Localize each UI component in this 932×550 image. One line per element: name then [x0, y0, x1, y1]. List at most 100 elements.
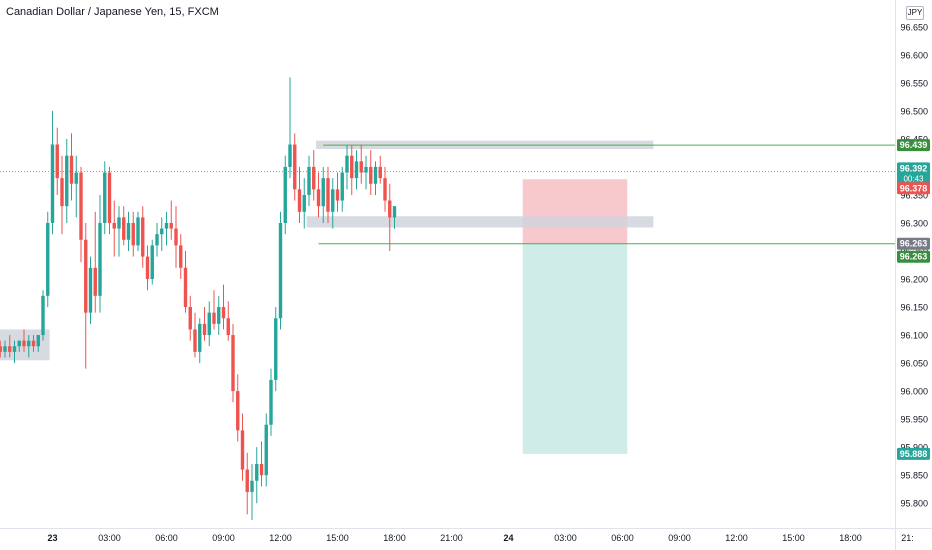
candle [117, 206, 121, 257]
candle [302, 178, 306, 229]
candle [250, 463, 254, 520]
candle [3, 340, 7, 358]
candle-body [164, 222, 169, 229]
candle [74, 155, 78, 218]
price-zone[interactable] [306, 216, 654, 228]
candle-body [117, 217, 121, 229]
plot-area[interactable] [0, 77, 895, 520]
candle-body [236, 391, 240, 431]
candle [46, 211, 50, 308]
candle [326, 166, 330, 223]
time-tick-label: 03:00 [554, 533, 577, 543]
candle [373, 161, 378, 195]
candle-body [226, 318, 230, 336]
candle-body [112, 222, 116, 229]
candle-body [0, 346, 2, 352]
candle [274, 307, 278, 392]
time-tick-label: 21: [901, 533, 914, 543]
price-badge [897, 447, 930, 460]
candle [84, 222, 88, 369]
candle-body [331, 189, 335, 212]
candle-body [345, 155, 349, 173]
candle [169, 200, 173, 240]
candle [88, 256, 93, 324]
candle-body [240, 430, 245, 470]
price-tick-label: 96.150 [900, 303, 928, 313]
price-badge [897, 250, 930, 263]
candle [145, 245, 150, 291]
time-tick-label: 09:00 [212, 533, 235, 543]
candle-body [126, 222, 131, 240]
candle-body [217, 307, 221, 324]
candle-body [31, 340, 36, 347]
candle [155, 222, 159, 257]
candle [383, 166, 387, 212]
candle [202, 307, 207, 341]
price-badge-label: 96.392 [900, 163, 928, 173]
candle [93, 211, 97, 313]
candle-body [302, 194, 306, 212]
price-badge [897, 139, 930, 152]
time-tick-label: 09:00 [668, 533, 691, 543]
candle-body [212, 312, 216, 324]
time-tick-label: 06:00 [155, 533, 178, 543]
candle-body [364, 166, 368, 173]
price-tick-label: 96.500 [900, 106, 928, 116]
time-tick-label: 03:00 [98, 533, 121, 543]
price-tick-label: 96.100 [900, 331, 928, 341]
price-tick-label: 95.850 [900, 471, 928, 481]
candle [354, 150, 359, 190]
candle [107, 166, 112, 235]
price-tick-label: 96.000 [900, 387, 928, 397]
candle-body [41, 295, 45, 336]
time-tick-label: 06:00 [611, 533, 634, 543]
candle [112, 200, 116, 257]
candle [240, 413, 245, 481]
time-tick-label: 24 [503, 533, 513, 543]
candle-body [369, 166, 373, 184]
currency-button[interactable]: JPY [906, 6, 924, 20]
time-axis[interactable]: 23 03:00 06:00 09:00 12:00 15:00 18:00 21:00 24 0… [0, 528, 932, 544]
candle [288, 77, 292, 179]
candle [331, 178, 335, 229]
candle [27, 335, 31, 358]
candle [245, 452, 249, 515]
candle-body [326, 178, 330, 212]
price-axis[interactable]: 96.65096.60096.55096.50096.45096.40096.3… [895, 0, 929, 550]
candle-body [107, 172, 112, 223]
candle-body [179, 245, 183, 268]
candle-body [245, 469, 249, 492]
stop-loss-zone[interactable] [522, 179, 628, 244]
time-tick-label: 21:00 [440, 533, 463, 543]
candle [0, 340, 2, 358]
candle [98, 194, 102, 313]
candle [22, 329, 26, 352]
price-tick-label: 96.650 [900, 22, 928, 32]
candle-body [198, 323, 202, 352]
candle [259, 441, 264, 487]
candle [350, 144, 354, 195]
candle [164, 211, 169, 246]
candle-body [17, 340, 21, 347]
candle-body [354, 161, 359, 179]
chart-title: Canadian Dollar / Japanese Yen, 15, FXCM [6, 6, 219, 18]
candle-body [283, 166, 287, 223]
candle-body [103, 172, 107, 223]
candle [316, 172, 321, 218]
price-tick-label: 96.550 [900, 78, 928, 88]
candle-body [79, 172, 83, 240]
candle-body [55, 144, 59, 179]
candle [378, 155, 382, 184]
candle-body [378, 166, 382, 179]
candle [226, 301, 230, 341]
price-tick-label: 96.200 [900, 275, 928, 285]
price-badge [897, 182, 930, 195]
candle-body [359, 161, 363, 173]
candle [217, 295, 221, 336]
candle [103, 161, 107, 235]
candle-body [174, 228, 178, 246]
time-tick-label: 18:00 [383, 533, 406, 543]
take-profit-zone[interactable] [522, 243, 628, 454]
candle [312, 150, 316, 201]
